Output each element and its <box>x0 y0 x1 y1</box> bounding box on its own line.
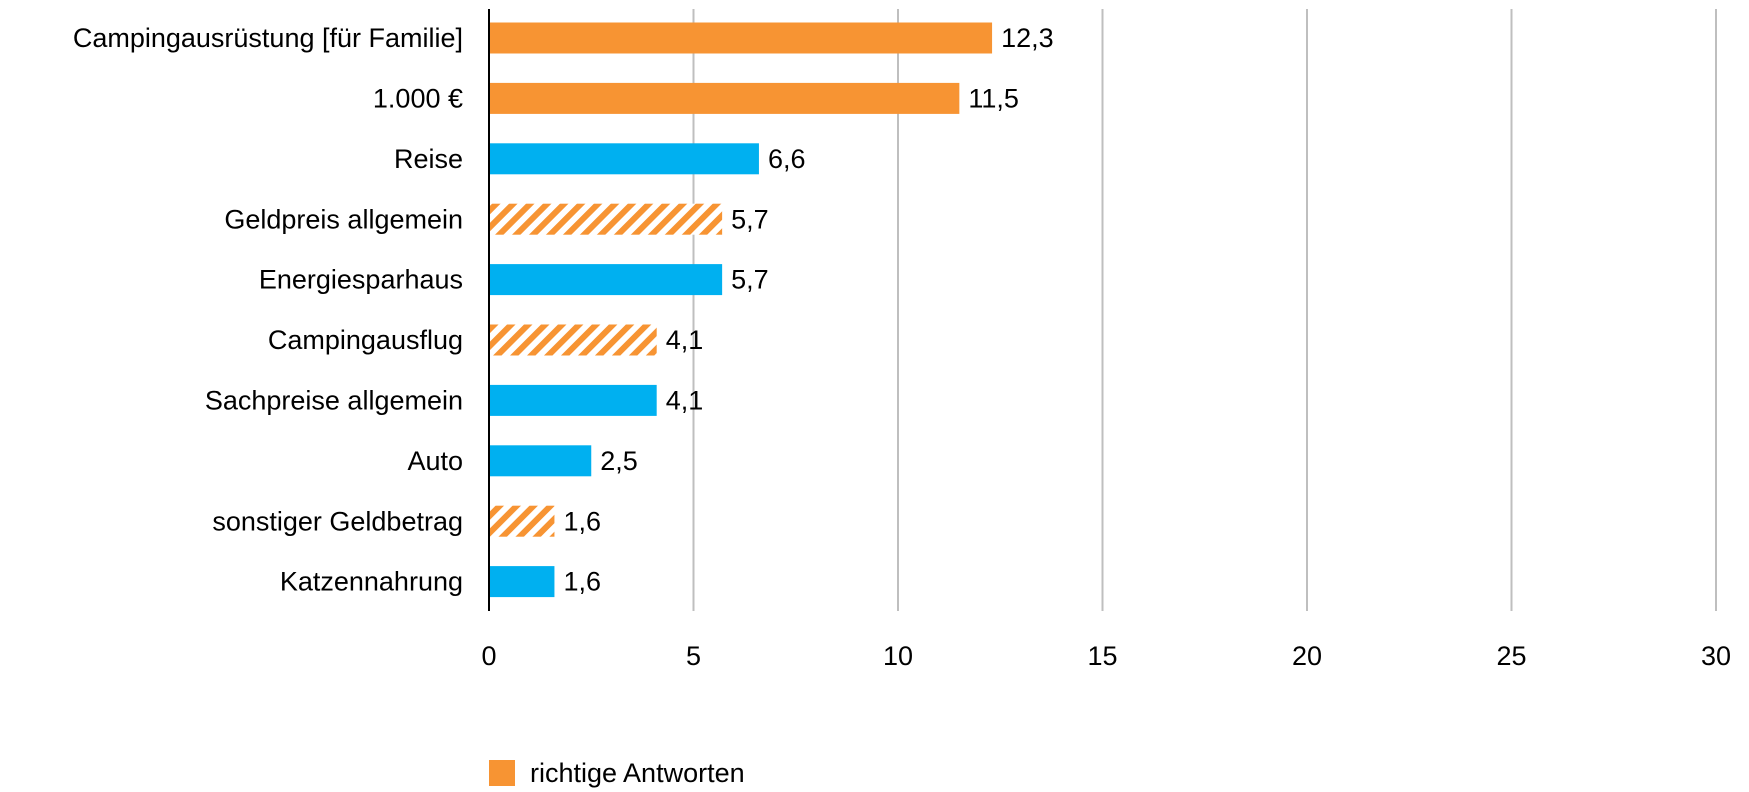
value-label: 6,6 <box>768 144 806 174</box>
value-label: 12,3 <box>1001 23 1054 53</box>
y-tick-label: Geldpreis allgemein <box>224 204 463 234</box>
bar <box>489 264 723 296</box>
y-tick-label: Sachpreise allgemein <box>205 386 463 416</box>
legend-swatch <box>489 760 515 786</box>
value-label: 5,7 <box>731 265 769 295</box>
value-label: 4,1 <box>666 325 704 355</box>
bar <box>489 505 555 537</box>
bar <box>489 82 960 114</box>
value-label: 1,6 <box>563 506 601 536</box>
y-tick-label: Energiesparhaus <box>259 265 463 295</box>
x-tick-label: 0 <box>481 641 496 671</box>
value-label: 5,7 <box>731 204 769 234</box>
bar <box>489 203 723 235</box>
x-tick-label: 30 <box>1701 641 1731 671</box>
x-tick-label: 10 <box>883 641 913 671</box>
y-tick-label: Campingausrüstung [für Familie] <box>73 23 463 53</box>
x-tick-label: 20 <box>1292 641 1322 671</box>
bar <box>489 445 592 477</box>
y-tick-label: Campingausflug <box>268 325 463 355</box>
value-label: 2,5 <box>600 446 638 476</box>
y-tick-label: 1.000 € <box>373 84 463 114</box>
bar <box>489 566 555 598</box>
x-tick-label: 5 <box>686 641 701 671</box>
bar <box>489 143 759 175</box>
value-label: 4,1 <box>666 386 704 416</box>
bar <box>489 22 993 54</box>
bar <box>489 384 657 416</box>
y-tick-label: sonstiger Geldbetrag <box>212 506 463 536</box>
y-tick-label: Auto <box>407 446 463 476</box>
y-tick-label: Katzennahrung <box>280 567 463 597</box>
y-tick-label: Reise <box>394 144 463 174</box>
x-tick-label: 25 <box>1496 641 1526 671</box>
legend-label: richtige Antworten <box>530 758 745 788</box>
value-label: 11,5 <box>968 84 1019 114</box>
value-label: 1,6 <box>563 567 601 597</box>
x-tick-label: 15 <box>1087 641 1117 671</box>
bar <box>489 324 657 356</box>
